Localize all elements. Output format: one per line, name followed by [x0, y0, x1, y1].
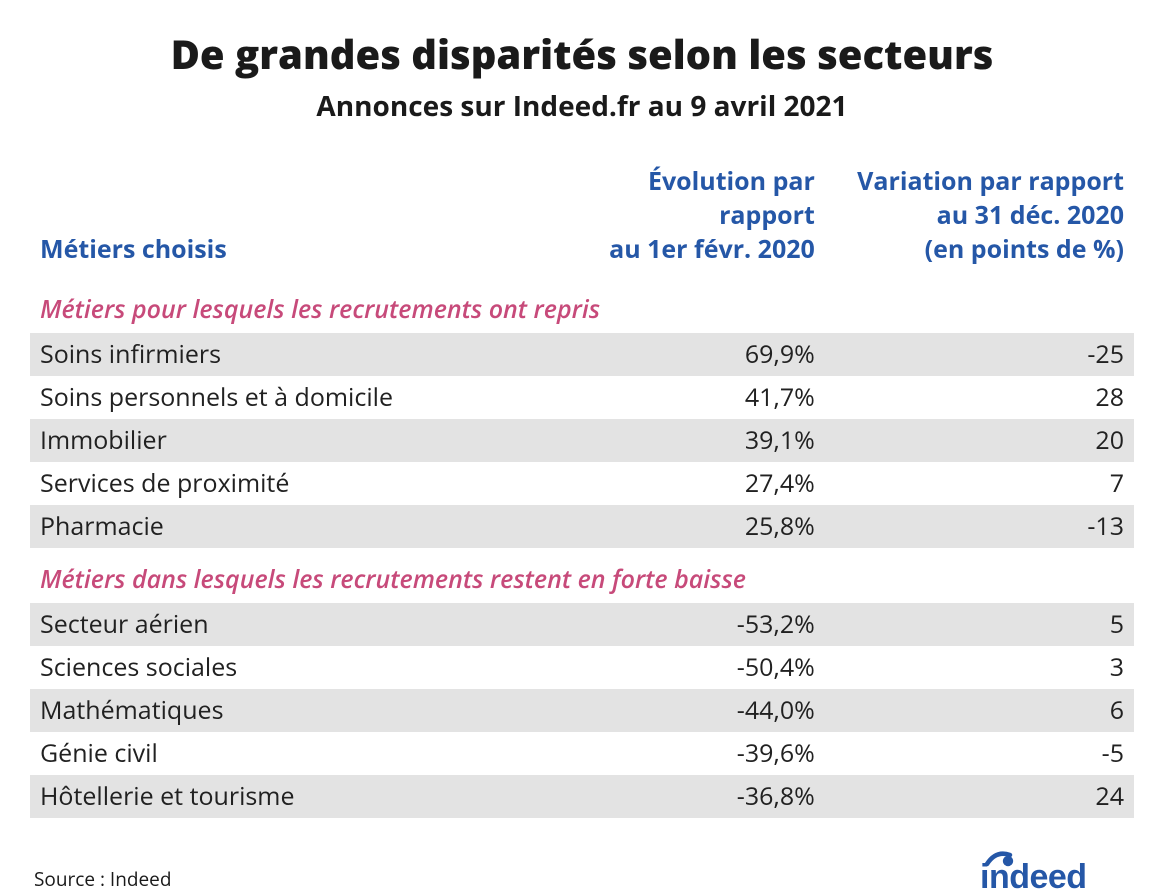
table-row: Soins personnels et à domicile41,7%28: [30, 376, 1134, 419]
row-variation: -25: [825, 333, 1134, 376]
row-variation: 3: [825, 646, 1134, 689]
column-header-variation: Variation par rapportau 31 déc. 2020(en …: [825, 159, 1134, 278]
section-title: Métiers pour lesquels les recrutements o…: [30, 278, 1134, 333]
row-label: Soins infirmiers: [30, 333, 494, 376]
row-label: Secteur aérien: [30, 603, 494, 646]
row-label: Services de proximité: [30, 462, 494, 505]
source-text: Source : Indeed: [34, 866, 171, 892]
indeed-logo: indeed: [980, 846, 1130, 892]
row-evolution: -44,0%: [494, 689, 825, 732]
table-row: Soins infirmiers69,9%-25: [30, 333, 1134, 376]
row-evolution: -39,6%: [494, 732, 825, 775]
row-variation: 7: [825, 462, 1134, 505]
table-row: Hôtellerie et tourisme-36,8%24: [30, 775, 1134, 818]
column-header-metiers: Métiers choisis: [30, 159, 494, 278]
row-label: Mathématiques: [30, 689, 494, 732]
row-evolution: 25,8%: [494, 505, 825, 548]
row-variation: -13: [825, 505, 1134, 548]
row-label: Hôtellerie et tourisme: [30, 775, 494, 818]
row-variation: 28: [825, 376, 1134, 419]
row-evolution: 69,9%: [494, 333, 825, 376]
table-row: Services de proximité27,4%7: [30, 462, 1134, 505]
row-evolution: -36,8%: [494, 775, 825, 818]
table-row: Secteur aérien-53,2%5: [30, 603, 1134, 646]
row-variation: 20: [825, 419, 1134, 462]
row-variation: 6: [825, 689, 1134, 732]
row-variation: 5: [825, 603, 1134, 646]
row-label: Immobilier: [30, 419, 494, 462]
row-label: Soins personnels et à domicile: [30, 376, 494, 419]
chart-subtitle: Annonces sur Indeed.fr au 9 avril 2021: [30, 87, 1134, 125]
data-table: Métiers choisis Évolution parrapportau 1…: [30, 159, 1134, 818]
row-label: Génie civil: [30, 732, 494, 775]
row-label: Sciences sociales: [30, 646, 494, 689]
table-row: Immobilier39,1%20: [30, 419, 1134, 462]
row-evolution: -50,4%: [494, 646, 825, 689]
table-row: Génie civil-39,6%-5: [30, 732, 1134, 775]
row-variation: -5: [825, 732, 1134, 775]
table-row: Mathématiques-44,0%6: [30, 689, 1134, 732]
row-evolution: 41,7%: [494, 376, 825, 419]
row-label: Pharmacie: [30, 505, 494, 548]
column-header-evolution: Évolution parrapportau 1er févr. 2020: [494, 159, 825, 278]
svg-text:indeed: indeed: [980, 858, 1087, 892]
row-evolution: -53,2%: [494, 603, 825, 646]
table-row: Pharmacie25,8%-13: [30, 505, 1134, 548]
row-variation: 24: [825, 775, 1134, 818]
section-title: Métiers dans lesquels les recrutements r…: [30, 548, 1134, 603]
row-evolution: 27,4%: [494, 462, 825, 505]
chart-title: De grandes disparités selon les secteurs: [30, 26, 1134, 81]
table-row: Sciences sociales-50,4%3: [30, 646, 1134, 689]
row-evolution: 39,1%: [494, 419, 825, 462]
